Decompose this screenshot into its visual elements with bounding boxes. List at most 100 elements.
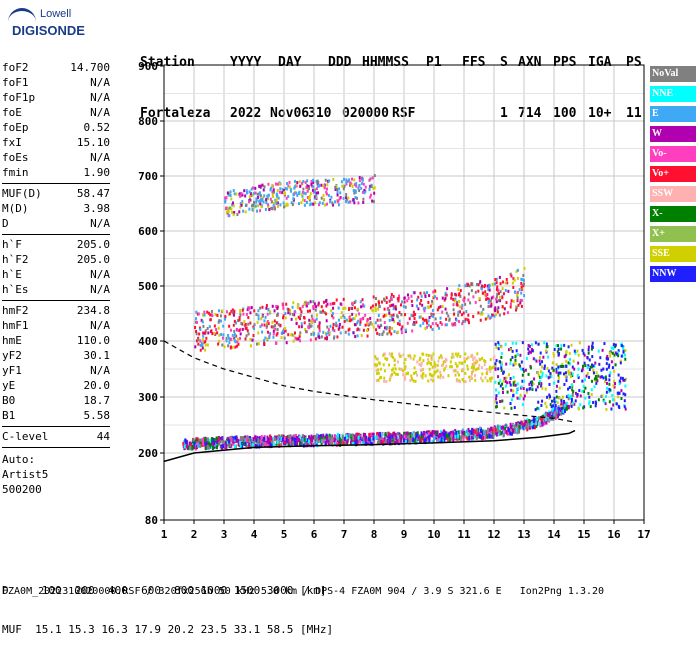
echo-point <box>344 330 347 334</box>
echo-point <box>194 345 197 349</box>
param-separator <box>2 234 110 235</box>
echo-point <box>513 425 516 430</box>
echo-point <box>585 374 588 378</box>
echo-point <box>201 343 204 347</box>
echo-point <box>317 438 320 443</box>
echo-point <box>552 354 555 358</box>
echo-point <box>298 435 301 440</box>
echo-point <box>314 434 317 439</box>
echo-point <box>401 300 404 304</box>
echo-point <box>369 306 372 310</box>
echo-point <box>437 359 440 363</box>
echo-point <box>380 439 383 444</box>
echo-point <box>398 294 401 298</box>
echo-point <box>604 402 607 406</box>
echo-point <box>396 372 399 376</box>
echo-point <box>332 203 335 207</box>
echo-point <box>301 194 304 198</box>
x-tick-label: 3 <box>221 528 228 541</box>
param-name: foF1 <box>2 76 29 89</box>
echo-point <box>427 357 430 361</box>
echo-point <box>312 202 315 206</box>
echo-point <box>422 359 425 363</box>
echo-point <box>499 384 502 388</box>
echo-point <box>310 314 313 318</box>
echo-point <box>614 363 617 367</box>
echo-point <box>455 293 458 297</box>
echo-point <box>540 419 543 424</box>
echo-point <box>277 436 280 441</box>
echo-point <box>521 403 524 407</box>
echo-point <box>359 318 362 322</box>
x-tick-label: 17 <box>637 528 650 541</box>
echo-point <box>357 307 360 311</box>
echo-point <box>294 336 297 340</box>
echo-point <box>609 388 612 392</box>
echo-point <box>603 342 606 346</box>
echo-point <box>250 306 253 310</box>
echo-point <box>191 440 194 445</box>
echo-point <box>553 412 556 417</box>
echo-point <box>497 375 500 379</box>
echo-point <box>488 367 491 371</box>
echo-point <box>338 197 341 201</box>
echo-point <box>458 373 461 377</box>
echo-point <box>244 194 247 198</box>
echo-point <box>206 343 209 347</box>
echo-point <box>388 318 391 322</box>
echo-point <box>424 306 427 310</box>
echo-point <box>206 445 209 450</box>
echo-point <box>512 428 515 433</box>
echo-point <box>586 372 589 376</box>
echo-point <box>261 314 264 318</box>
param-row: foF1p N/A <box>2 90 110 105</box>
echo-point <box>464 319 467 323</box>
echo-point <box>256 321 259 325</box>
echo-point <box>464 302 467 306</box>
echo-point <box>203 313 206 317</box>
echo-point <box>263 341 266 345</box>
echo-point <box>431 433 434 438</box>
echo-point <box>522 426 525 431</box>
echo-point <box>356 321 359 325</box>
echo-point <box>458 310 461 314</box>
echo-point <box>377 432 380 437</box>
echo-point <box>447 374 450 378</box>
echo-point <box>360 181 363 185</box>
echo-point <box>406 299 409 303</box>
echo-point <box>371 304 374 308</box>
echo-point <box>424 294 427 298</box>
echo-point <box>577 353 580 357</box>
echo-point <box>547 369 550 373</box>
echo-point <box>315 187 318 191</box>
echo-point <box>259 185 262 189</box>
echo-point <box>429 304 432 308</box>
echo-point <box>470 435 473 440</box>
echo-point <box>399 433 402 438</box>
echo-point <box>495 430 498 435</box>
echo-point <box>281 302 284 306</box>
echo-point <box>285 187 288 191</box>
echo-point <box>434 363 437 367</box>
echo-point <box>424 438 427 443</box>
echo-point <box>428 316 431 320</box>
echo-point <box>380 300 383 304</box>
echo-point <box>361 317 364 321</box>
echo-point <box>577 376 580 380</box>
echo-point <box>284 312 287 316</box>
echo-point <box>248 200 251 204</box>
echo-point <box>254 204 257 208</box>
echo-point <box>364 323 367 327</box>
echo-point <box>239 313 242 317</box>
param-name: B1 <box>2 409 16 422</box>
echo-point <box>509 305 512 309</box>
echo-point <box>366 334 369 338</box>
echo-point <box>476 282 479 286</box>
echo-point <box>485 371 488 375</box>
echo-point <box>384 432 387 437</box>
echo-point <box>330 435 333 440</box>
echo-point <box>266 435 269 440</box>
echo-point <box>517 303 520 307</box>
echo-point <box>338 440 341 445</box>
echo-point <box>275 201 278 205</box>
